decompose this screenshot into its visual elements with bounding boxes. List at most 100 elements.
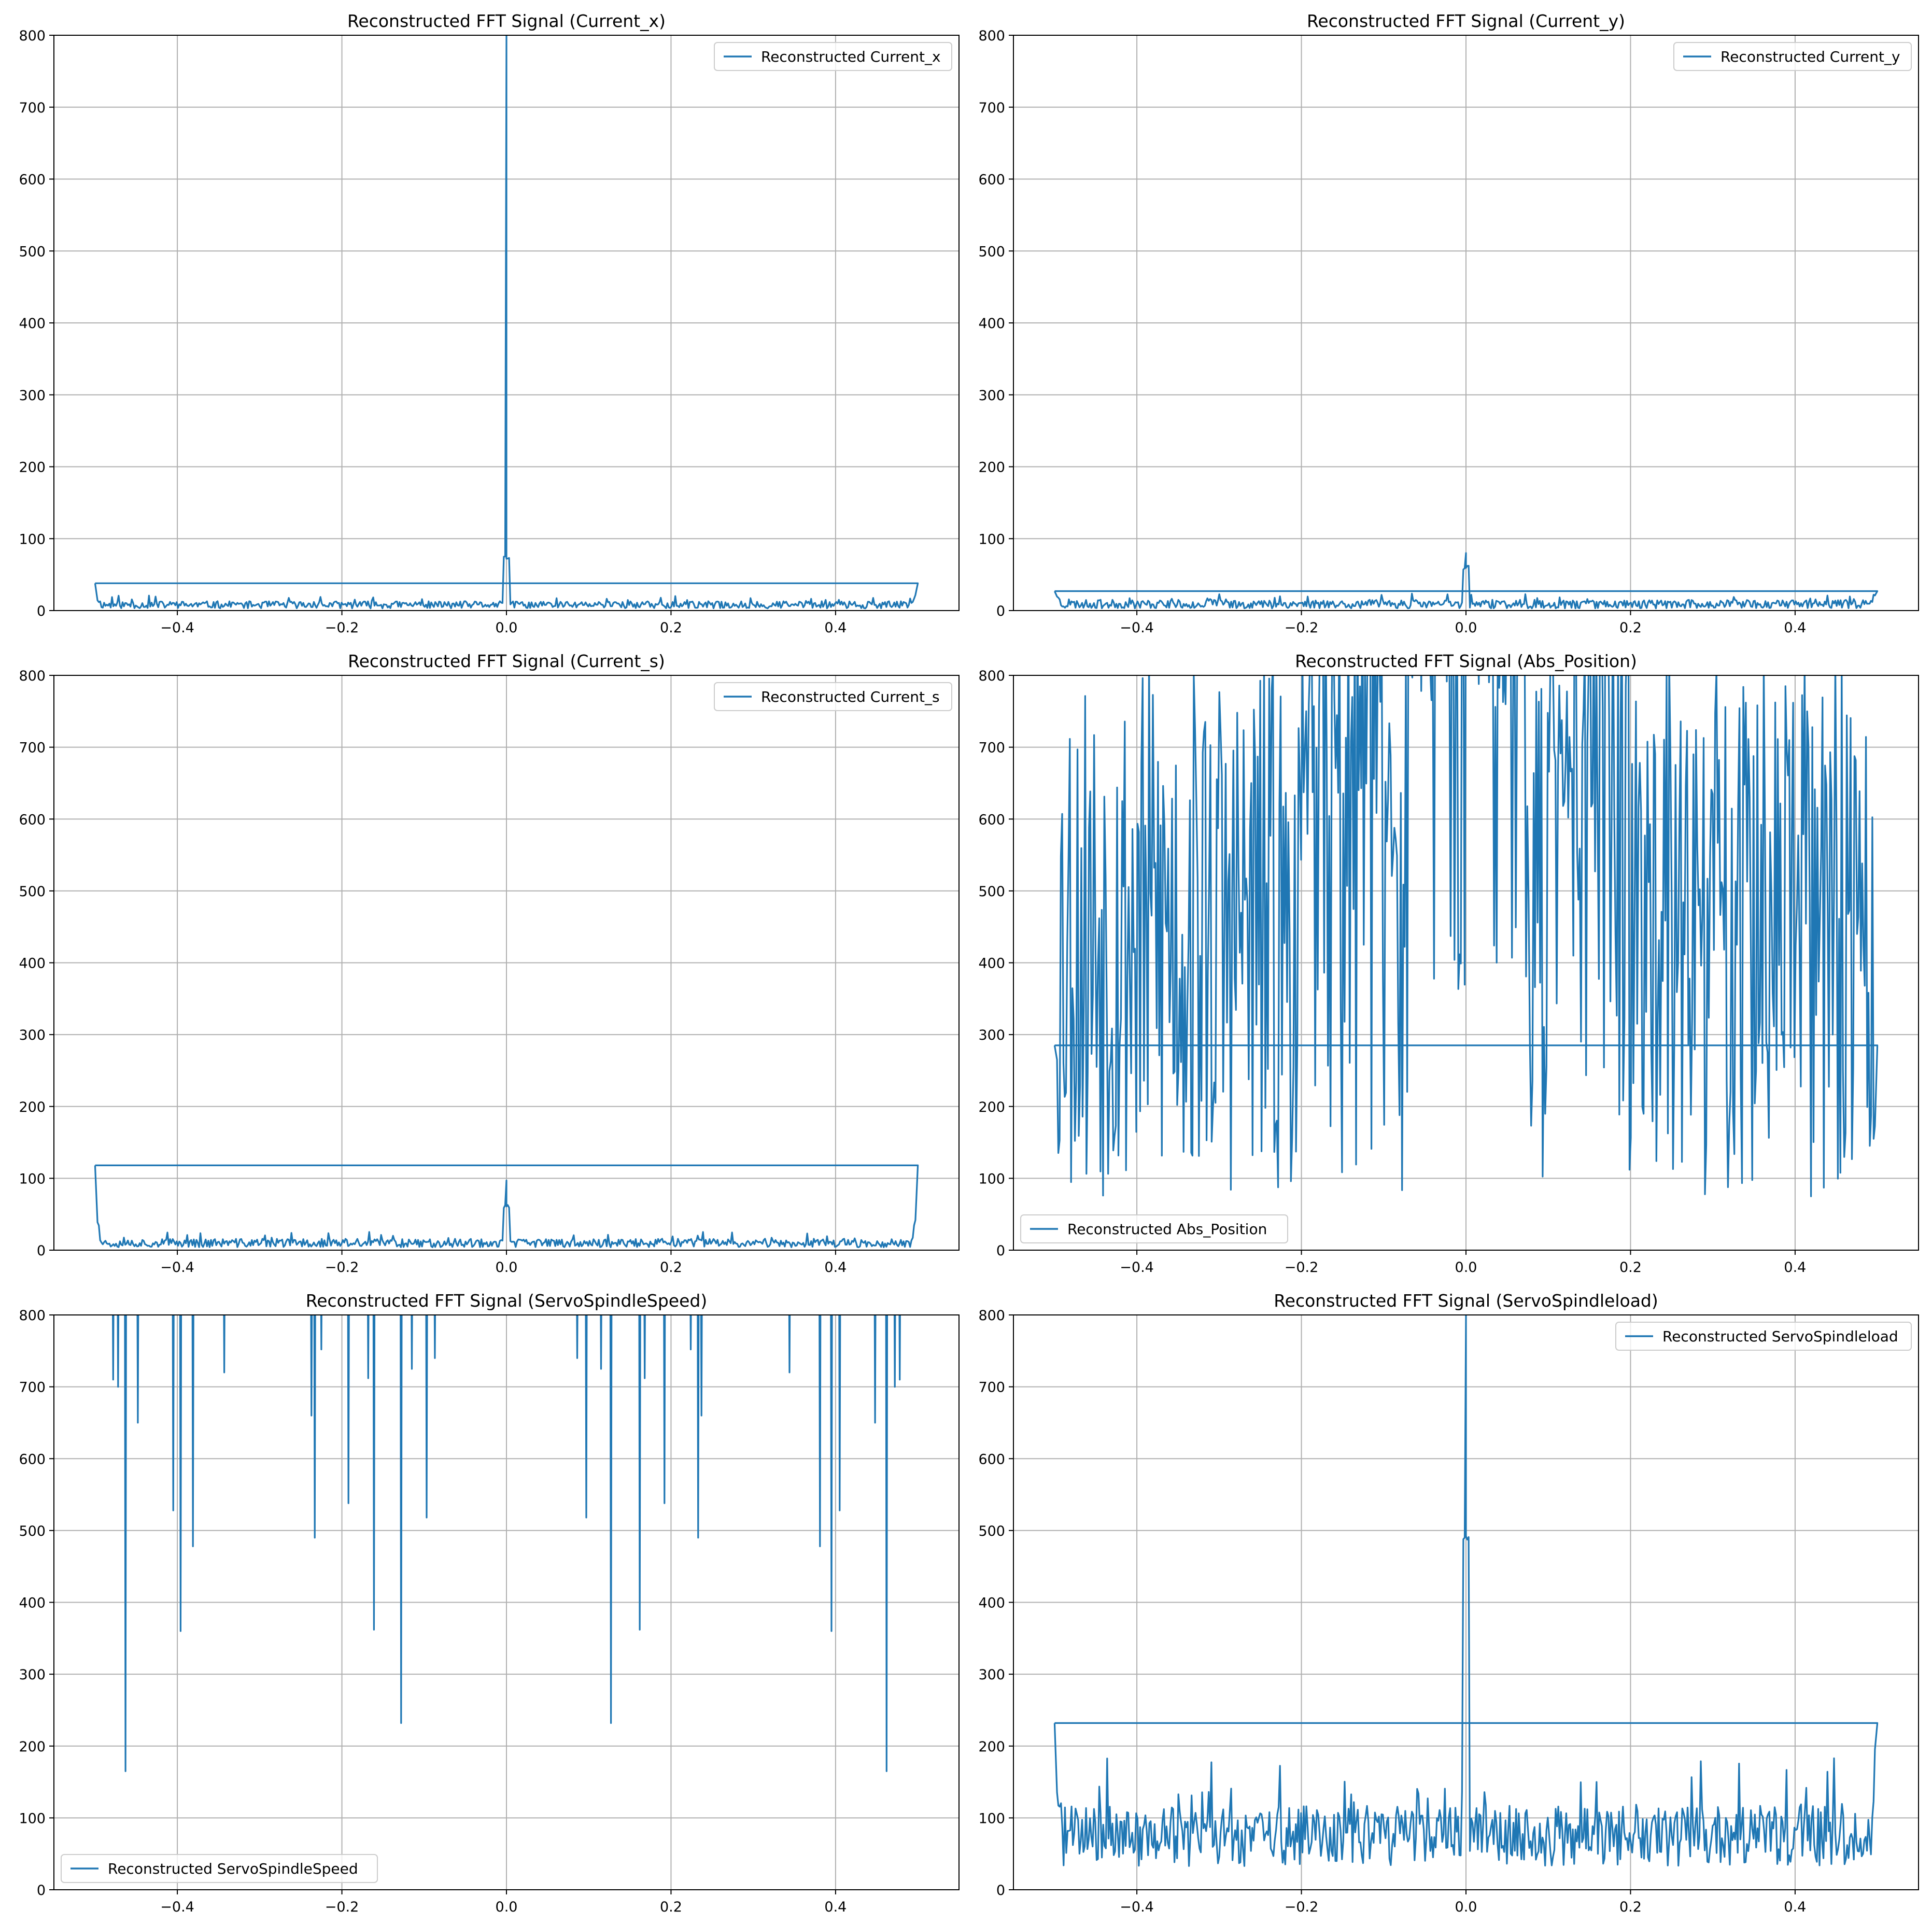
- subplot-title: Reconstructed FFT Signal (ServoSpindlelo…: [1274, 1291, 1658, 1311]
- x-tick-label: 0.0: [1455, 1899, 1477, 1915]
- y-tick-label: 0: [996, 1243, 1005, 1259]
- y-tick-label: 700: [19, 100, 46, 116]
- x-tick-label: 0.2: [1619, 1899, 1642, 1915]
- y-tick-label: 300: [19, 388, 46, 404]
- y-tick-label: 800: [978, 668, 1005, 684]
- y-tick-label: 200: [19, 1739, 46, 1755]
- y-tick-label: 0: [37, 1882, 46, 1899]
- legend-label: Reconstructed Current_s: [761, 688, 940, 705]
- y-tick-label: 400: [19, 956, 46, 972]
- x-tick-label: −0.4: [1120, 1259, 1154, 1276]
- series-line: [1053, 675, 1879, 1197]
- y-tick-label: 500: [19, 1523, 46, 1539]
- y-tick-label: 100: [19, 1171, 46, 1187]
- y-tick-label: 0: [996, 603, 1005, 619]
- y-tick-label: 600: [19, 172, 46, 188]
- y-tick-label: 500: [19, 884, 46, 900]
- legend: Reconstructed ServoSpindleload: [1615, 1322, 1912, 1351]
- subplot-servo-spindle-speed: Reconstructed FFT Signal (ServoSpindleSp…: [19, 1291, 960, 1915]
- y-tick-label: 100: [978, 1810, 1005, 1827]
- x-tick-label: −0.4: [160, 1899, 194, 1915]
- y-tick-label: 700: [978, 740, 1005, 756]
- x-tick-label: −0.4: [160, 1259, 194, 1276]
- y-tick-label: 100: [19, 531, 46, 547]
- x-tick-label: 0.4: [824, 1259, 847, 1276]
- y-tick-label: 800: [978, 1308, 1005, 1324]
- series-line: [1053, 1315, 1879, 1867]
- legend-box: [1020, 1214, 1288, 1243]
- x-tick-label: −0.2: [1285, 620, 1319, 636]
- y-tick-label: 300: [19, 1667, 46, 1683]
- subplot-current-x: Reconstructed FFT Signal (Current_x) −0.4…: [19, 11, 960, 636]
- x-tick-label: −0.2: [1285, 1259, 1319, 1276]
- legend-box: [714, 42, 952, 71]
- subplot-title: Reconstructed FFT Signal (Current_x): [347, 11, 666, 31]
- y-tick-label: 600: [19, 812, 46, 828]
- x-tick-label: −0.2: [325, 1259, 359, 1276]
- legend: Reconstructed Current_y: [1673, 42, 1912, 71]
- y-tick-label: 0: [37, 1243, 46, 1259]
- y-tick-label: 600: [978, 812, 1005, 828]
- x-tick-label: −0.2: [1285, 1899, 1319, 1915]
- subplot-abs-position: Reconstructed FFT Signal (Abs_Position) −…: [978, 651, 1919, 1276]
- x-tick-label: −0.2: [325, 1899, 359, 1915]
- y-tick-label: 500: [978, 1523, 1005, 1539]
- y-tick-label: 300: [978, 1667, 1005, 1683]
- x-tick-label: 0.0: [496, 620, 518, 636]
- y-tick-label: 800: [19, 668, 46, 684]
- x-tick-label: 0.2: [660, 620, 682, 636]
- y-tick-label: 700: [978, 1380, 1005, 1396]
- y-tick-label: 600: [978, 1451, 1005, 1467]
- x-tick-label: 0.4: [824, 1899, 847, 1915]
- legend-label: Reconstructed ServoSpindleload: [1662, 1328, 1898, 1345]
- y-tick-label: 500: [19, 244, 46, 260]
- y-tick-label: 200: [978, 460, 1005, 476]
- x-tick-label: 0.0: [1455, 620, 1477, 636]
- subplot-current-y: Reconstructed FFT Signal (Current_y) −0.4…: [978, 11, 1919, 636]
- y-tick-label: 800: [19, 28, 46, 44]
- subplot-title: Reconstructed FFT Signal (Current_y): [1307, 11, 1625, 31]
- legend: Reconstructed Current_s: [714, 682, 952, 711]
- y-tick-label: 0: [996, 1882, 1005, 1899]
- y-tick-label: 200: [19, 1099, 46, 1115]
- x-tick-label: 0.4: [1784, 620, 1806, 636]
- legend-label: Reconstructed Current_x: [761, 48, 941, 65]
- x-tick-label: −0.2: [325, 620, 359, 636]
- x-tick-label: 0.2: [1619, 1259, 1642, 1276]
- y-tick-label: 400: [978, 956, 1005, 972]
- x-tick-label: 0.2: [660, 1259, 682, 1276]
- subplot-servo-spindle-load: Reconstructed FFT Signal (ServoSpindlelo…: [978, 1291, 1919, 1915]
- y-tick-label: 100: [19, 1810, 46, 1827]
- y-tick-label: 600: [19, 1451, 46, 1467]
- y-tick-label: 300: [19, 1027, 46, 1043]
- series-line: [1053, 552, 1879, 610]
- x-tick-label: 0.4: [824, 620, 847, 636]
- x-tick-label: −0.4: [1120, 1899, 1154, 1915]
- y-tick-label: 400: [978, 316, 1005, 332]
- legend-box: [61, 1854, 378, 1883]
- legend: Reconstructed Abs_Position: [1020, 1214, 1288, 1243]
- x-tick-label: 0.4: [1784, 1259, 1806, 1276]
- legend-box: [1673, 42, 1912, 71]
- y-tick-label: 500: [978, 884, 1005, 900]
- y-tick-label: 400: [19, 1595, 46, 1611]
- x-tick-label: −0.4: [1120, 620, 1154, 636]
- legend-box: [1615, 1322, 1912, 1351]
- x-tick-label: 0.2: [660, 1899, 682, 1915]
- legend-label: Reconstructed ServoSpindleSpeed: [108, 1860, 358, 1877]
- series-line: [94, 35, 919, 610]
- y-tick-label: 200: [19, 460, 46, 476]
- x-tick-label: 0.2: [1619, 620, 1642, 636]
- x-tick-label: 0.0: [1455, 1259, 1477, 1276]
- x-tick-label: −0.4: [160, 620, 194, 636]
- subplot-title: Reconstructed FFT Signal (Abs_Position): [1295, 651, 1637, 671]
- legend: Reconstructed ServoSpindleSpeed: [61, 1854, 378, 1883]
- y-tick-label: 800: [978, 28, 1005, 44]
- y-tick-label: 200: [978, 1099, 1005, 1115]
- y-tick-label: 100: [978, 1171, 1005, 1187]
- y-tick-label: 100: [978, 531, 1005, 547]
- x-tick-label: 0.0: [496, 1899, 518, 1915]
- y-tick-label: 0: [37, 603, 46, 619]
- y-tick-label: 700: [19, 740, 46, 756]
